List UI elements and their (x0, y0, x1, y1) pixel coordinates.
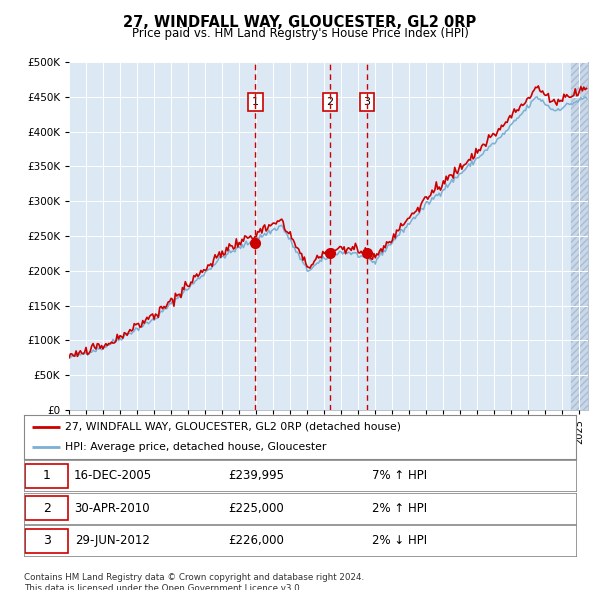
Bar (571, 62, 588, 410)
Text: 1: 1 (43, 469, 50, 483)
Text: 2: 2 (326, 97, 334, 107)
Text: 3: 3 (363, 97, 370, 107)
FancyBboxPatch shape (25, 464, 68, 488)
Text: £225,000: £225,000 (228, 502, 284, 515)
Text: 27, WINDFALL WAY, GLOUCESTER, GL2 0RP: 27, WINDFALL WAY, GLOUCESTER, GL2 0RP (124, 15, 476, 30)
FancyBboxPatch shape (25, 496, 68, 520)
Text: 27, WINDFALL WAY, GLOUCESTER, GL2 0RP (detached house): 27, WINDFALL WAY, GLOUCESTER, GL2 0RP (d… (65, 422, 401, 432)
Text: 3: 3 (43, 534, 50, 548)
Text: 2% ↑ HPI: 2% ↑ HPI (372, 502, 427, 515)
Text: 2% ↓ HPI: 2% ↓ HPI (372, 534, 427, 548)
Text: This data is licensed under the Open Government Licence v3.0.: This data is licensed under the Open Gov… (24, 584, 302, 590)
Text: £239,995: £239,995 (228, 469, 284, 483)
Text: HPI: Average price, detached house, Gloucester: HPI: Average price, detached house, Glou… (65, 442, 327, 452)
Text: 29-JUN-2012: 29-JUN-2012 (75, 534, 150, 548)
Text: Price paid vs. HM Land Registry's House Price Index (HPI): Price paid vs. HM Land Registry's House … (131, 27, 469, 40)
Text: 1: 1 (252, 97, 259, 107)
Text: Contains HM Land Registry data © Crown copyright and database right 2024.: Contains HM Land Registry data © Crown c… (24, 573, 364, 582)
Text: 7% ↑ HPI: 7% ↑ HPI (372, 469, 427, 483)
Text: 16-DEC-2005: 16-DEC-2005 (73, 469, 151, 483)
FancyBboxPatch shape (25, 529, 68, 553)
Text: £226,000: £226,000 (228, 534, 284, 548)
Text: 30-APR-2010: 30-APR-2010 (74, 502, 150, 515)
Bar (571, 62, 588, 410)
Text: 2: 2 (43, 502, 50, 515)
